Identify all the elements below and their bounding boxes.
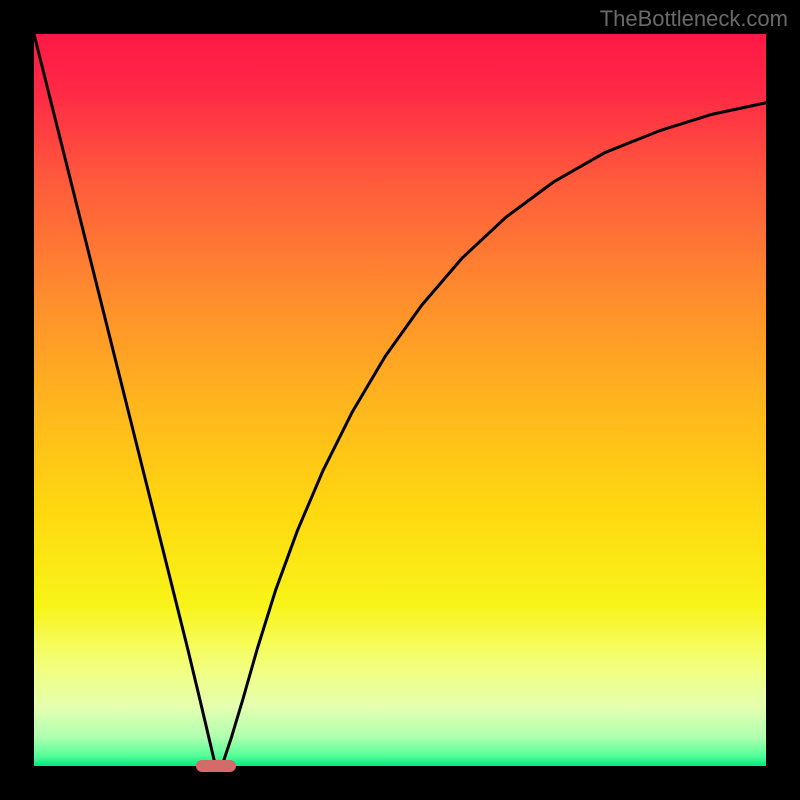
chart-svg: [34, 34, 766, 766]
gradient-background: [34, 34, 766, 766]
watermark-text: TheBottleneck.com: [600, 6, 788, 32]
optimal-marker: [196, 760, 236, 772]
chart-plot-area: [34, 34, 766, 766]
